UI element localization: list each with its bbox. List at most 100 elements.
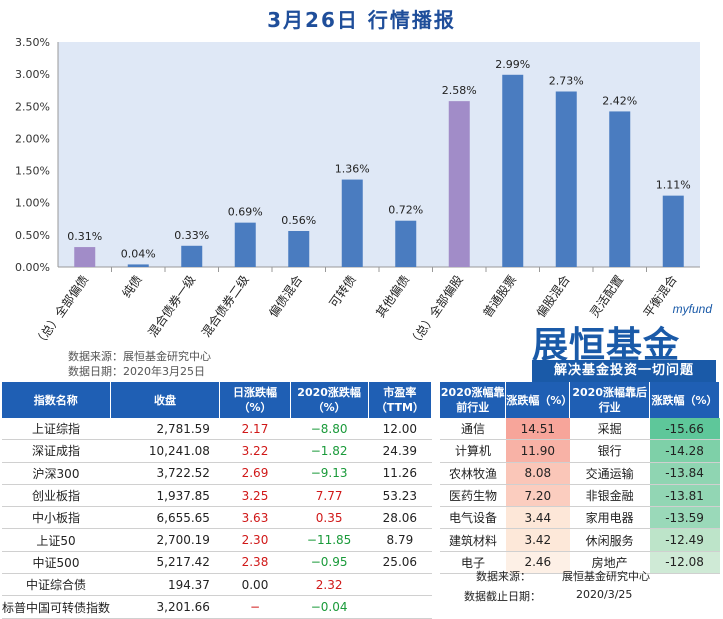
data-label: 1.11% <box>656 179 691 192</box>
x-tick-label: 混合债券一级 <box>145 272 199 340</box>
index-pe <box>368 573 432 597</box>
index-pe: 24.39 <box>368 439 432 463</box>
col-header-name: 指数名称 <box>2 382 111 418</box>
industry-date-label: 数据截止日期： <box>464 590 541 603</box>
logo-name: 展恒基金 <box>532 325 681 366</box>
bottom-industry-change: -13.84 <box>649 462 720 485</box>
x-tick-label: 可转债 <box>326 272 359 310</box>
index-close: 3,201.66 <box>110 595 220 619</box>
bottom-industry-change: -12.49 <box>649 528 720 552</box>
index-name: 中证500 <box>2 551 111 575</box>
index-day-change: 0.00 <box>219 573 291 597</box>
index-table: 指数名称 收盘 日涨跌幅（%） 2020涨跌幅（%） 市盈率（TTM） 上证综指… <box>2 382 433 619</box>
industry-date-value: 2020/3/25 <box>576 588 633 601</box>
index-day-change: 2.30 <box>219 528 291 552</box>
bottom-industry-change: -14.28 <box>649 439 720 463</box>
brand-logo: myfund 展恒基金 解决基金投资一切问题 <box>528 302 718 388</box>
x-tick-label: 普通股票 <box>480 273 519 320</box>
top-industry: 计算机 <box>440 439 506 463</box>
col-header-ytd: 2020涨跌幅（%） <box>290 382 369 418</box>
table-row: 计算机 11.90 银行 -14.28 <box>440 439 720 463</box>
x-tick-label: （总）全部偏债 <box>31 272 91 344</box>
top-industry-change: 7.20 <box>505 484 570 508</box>
table-row: 上证综指 2,781.59 2.17 −8.80 12.00 <box>2 418 432 441</box>
y-tick-label: 0.50% <box>15 229 50 242</box>
bar <box>127 264 149 267</box>
logo-small-text: myfund <box>672 302 712 316</box>
index-ytd-change: −11.85 <box>290 528 369 552</box>
x-tick-label: 纯债 <box>119 273 144 301</box>
index-day-change: 3.22 <box>219 439 291 463</box>
table-row: 中证500 5,217.42 2.38 −0.95 25.06 <box>2 551 432 575</box>
table-row: 农林牧渔 8.08 交通运输 -13.84 <box>440 462 720 485</box>
table-row: 医药生物 7.20 非银金融 -13.81 <box>440 484 720 508</box>
index-ytd-change: −8.80 <box>290 418 369 441</box>
top-industry: 农林牧渔 <box>440 462 506 485</box>
industry-table: 2020涨幅靠前行业 涨跌幅（%） 2020涨幅靠后行业 涨跌幅（%） 通信 14… <box>440 382 720 575</box>
bar <box>74 247 96 267</box>
table-row: 电气设备 3.44 家用电器 -13.59 <box>440 506 720 530</box>
bottom-industry: 银行 <box>569 439 650 463</box>
top-industry-change: 14.51 <box>505 418 570 441</box>
index-ytd-change: −0.95 <box>290 551 369 575</box>
index-day-change: 3.63 <box>219 506 291 530</box>
bar <box>555 91 577 267</box>
y-tick-label: 0.00% <box>15 261 50 274</box>
top-industry: 通信 <box>440 418 506 441</box>
col-header-close: 收盘 <box>110 382 221 418</box>
chart-source: 数据来源：展恒基金研究中心 <box>68 350 211 363</box>
bar <box>395 220 417 267</box>
col-header-top-industry: 2020涨幅靠前行业 <box>440 382 507 418</box>
index-ytd-change: −0.04 <box>290 595 369 619</box>
table-row: 上证50 2,700.19 2.30 −11.85 8.79 <box>2 528 432 552</box>
index-name: 标普中国可转债指数 <box>2 595 111 619</box>
index-ytd-change: 2.32 <box>290 573 369 597</box>
y-tick-label: 1.50% <box>15 165 50 178</box>
bar <box>341 179 363 267</box>
bottom-industry-change: -13.59 <box>649 506 720 530</box>
index-close: 6,655.65 <box>110 506 220 530</box>
index-day-change: − <box>219 595 291 619</box>
index-ytd-change: 7.77 <box>290 484 369 508</box>
index-day-change: 2.17 <box>219 418 291 441</box>
index-close: 5,217.42 <box>110 551 220 575</box>
bottom-industry: 采掘 <box>569 418 650 441</box>
table-row: 标普中国可转债指数 3,201.66− −0.04 <box>2 595 432 619</box>
chart-date: 数据日期：2020年3月25日 <box>68 365 205 378</box>
data-label: 2.99% <box>495 58 530 71</box>
index-ytd-change: 0.35 <box>290 506 369 530</box>
y-tick-label: 1.00% <box>15 197 50 210</box>
index-ytd-change: −1.82 <box>290 439 369 463</box>
top-industry-change: 3.44 <box>505 506 570 530</box>
index-pe: 53.23 <box>368 484 432 508</box>
y-tick-label: 2.50% <box>15 100 50 113</box>
bar <box>609 111 631 267</box>
y-tick-label: 3.50% <box>15 36 50 49</box>
bottom-industry-change: -13.81 <box>649 484 720 508</box>
data-label: 2.42% <box>602 94 637 107</box>
data-label: 1.36% <box>335 163 370 176</box>
top-industry: 电子 <box>440 551 506 575</box>
data-label: 0.72% <box>388 204 423 217</box>
bottom-industry: 交通运输 <box>569 462 650 485</box>
industry-source-label: 数据来源： <box>476 570 531 583</box>
bottom-industry: 房地产 <box>569 551 650 575</box>
bar <box>662 195 684 267</box>
bar <box>448 101 470 268</box>
index-name: 创业板指 <box>2 484 111 508</box>
data-label: 0.69% <box>228 206 263 219</box>
index-pe: 12.00 <box>368 418 432 441</box>
table-row: 电子 2.46 房地产 -12.08 <box>440 551 720 575</box>
index-ytd-change: −9.13 <box>290 462 369 485</box>
table-row: 深证成指 10,241.08 3.22 −1.82 24.39 <box>2 439 432 463</box>
top-industry-change: 8.08 <box>505 462 570 485</box>
bottom-industry: 休闲服务 <box>569 528 650 552</box>
index-pe: 28.06 <box>368 506 432 530</box>
data-label: 2.58% <box>442 84 477 97</box>
index-name: 沪深300 <box>2 462 111 485</box>
data-label: 0.04% <box>121 247 156 260</box>
index-pe: 11.26 <box>368 462 432 485</box>
logo-slogan: 解决基金投资一切问题 <box>532 360 716 382</box>
index-name: 深证成指 <box>2 439 111 463</box>
col-header-top-change: 涨跌幅（%） <box>505 382 571 418</box>
